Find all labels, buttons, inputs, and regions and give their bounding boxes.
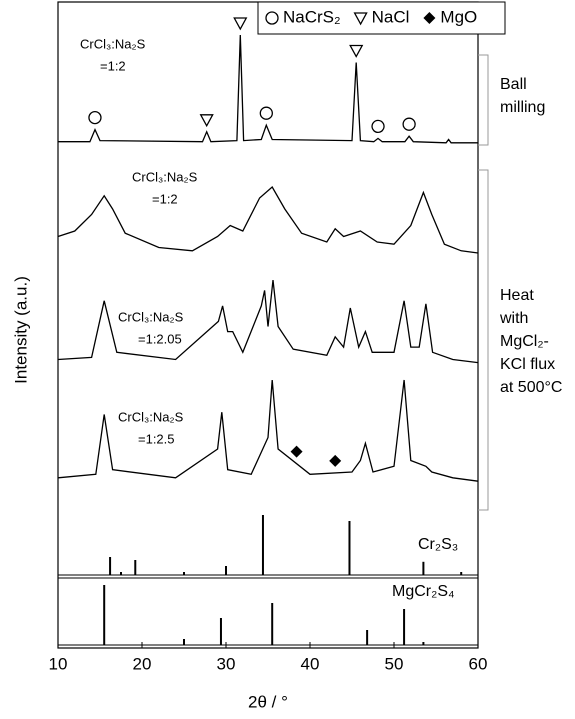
- phase-marker: [290, 445, 303, 458]
- pattern-label: MgCr₂S₄: [392, 583, 455, 600]
- pattern-label: =1:2: [100, 58, 126, 73]
- x-tick-label: 10: [49, 654, 68, 673]
- annotation: Heat: [500, 287, 534, 304]
- phase-marker: [259, 106, 273, 120]
- pattern-line: [57, 185, 479, 254]
- pattern-line: [57, 280, 479, 364]
- x-tick-label: 30: [217, 654, 236, 673]
- annotation: MgCl₂-: [500, 333, 549, 350]
- phase-marker: [353, 12, 368, 26]
- x-axis-label: 2θ / °: [248, 692, 288, 711]
- phase-marker: [88, 110, 102, 125]
- phase-marker: [265, 11, 279, 25]
- phase-marker: [402, 117, 416, 131]
- pattern-label: =1:2.5: [138, 431, 175, 446]
- x-tick-label: 60: [469, 654, 488, 673]
- pattern-label: =1:2: [152, 191, 178, 206]
- legend-label: NaCrS₂: [283, 7, 341, 26]
- annotation: KCl flux: [500, 356, 555, 373]
- pattern-label: CrCl₃:Na₂S: [132, 169, 198, 184]
- annotation: with: [499, 310, 528, 327]
- bracket: [478, 54, 489, 146]
- y-axis-label: Intensity (a.u.): [11, 276, 30, 384]
- x-tick-label: 20: [133, 654, 152, 673]
- annotation: at 500°C: [500, 379, 562, 396]
- phase-marker: [199, 114, 214, 128]
- pattern-label: Cr₂S₃: [418, 536, 458, 553]
- pattern-label: =1:2.05: [138, 331, 182, 346]
- pattern-label: CrCl₃:Na₂S: [118, 409, 184, 424]
- pattern-line: [57, 379, 479, 482]
- annotation: Ball: [500, 76, 527, 93]
- pattern-label: CrCl₃:Na₂S: [80, 36, 146, 51]
- phase-marker: [329, 454, 342, 467]
- annotation: milling: [500, 99, 545, 116]
- pattern-line: [58, 34, 478, 144]
- phase-marker: [233, 17, 248, 31]
- x-tick-label: 40: [301, 654, 320, 673]
- phase-marker: [423, 12, 436, 24]
- bracket: [478, 169, 489, 511]
- legend-label: MgO: [440, 7, 477, 26]
- phase-marker: [371, 119, 385, 134]
- legend-box: [257, 1, 506, 35]
- x-tick-label: 50: [385, 654, 404, 673]
- phase-marker: [349, 44, 364, 58]
- legend-label: NaCl: [372, 7, 410, 26]
- pattern-label: CrCl₃:Na₂S: [118, 309, 184, 324]
